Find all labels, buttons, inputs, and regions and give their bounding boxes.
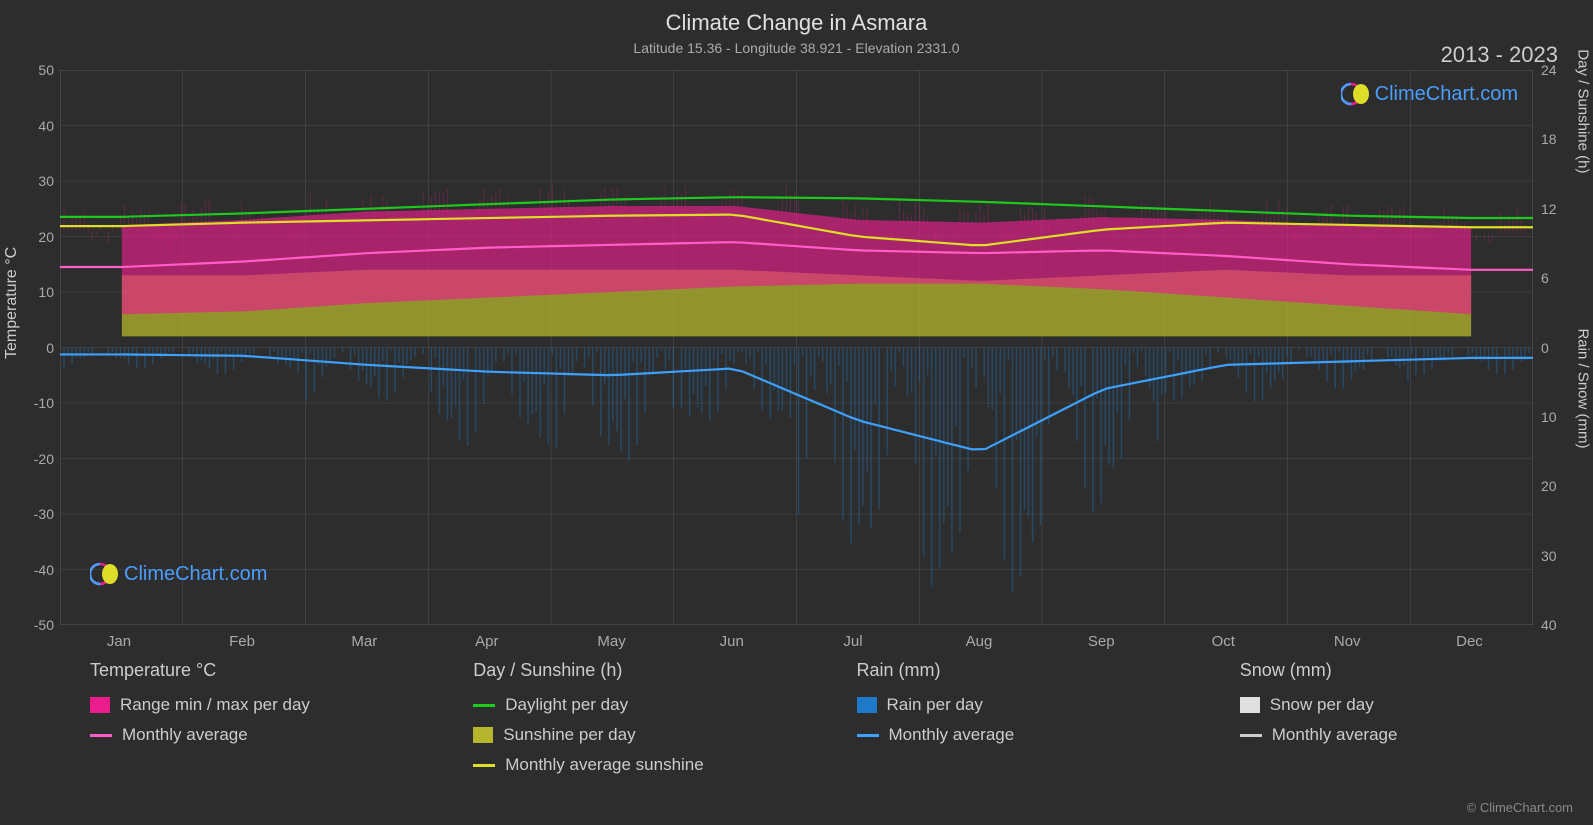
legend-swatch-line: [473, 764, 495, 767]
copyright: © ClimeChart.com: [1467, 800, 1573, 815]
chart-svg: [60, 70, 1533, 625]
legend-item: Snow per day: [1240, 695, 1563, 715]
y-right-bottom-tick: 40: [1541, 617, 1557, 633]
legend-swatch-box: [473, 727, 493, 743]
y-right-top-tick: 24: [1541, 62, 1557, 78]
legend-group-rain: Rain (mm) Rain per day Monthly average: [857, 660, 1180, 785]
legend-swatch-box: [857, 697, 877, 713]
watermark-bottom-left: ClimeChart.com: [90, 560, 267, 588]
x-month-tick: Jul: [843, 633, 862, 650]
legend-swatch-line: [1240, 734, 1262, 737]
watermark-text: ClimeChart.com: [124, 563, 267, 586]
legend-item: Monthly average: [1240, 725, 1563, 745]
y-left-tick: -20: [34, 451, 54, 467]
y-right-top-tick: 18: [1541, 131, 1557, 147]
legend-item: Range min / max per day: [90, 695, 413, 715]
y-left-tick: 30: [38, 173, 54, 189]
legend-header: Rain (mm): [857, 660, 1180, 681]
y-axis-right-top-label: Day / Sunshine (h): [1575, 49, 1592, 173]
x-month-tick: Nov: [1334, 633, 1361, 650]
legend-label: Range min / max per day: [120, 695, 310, 715]
legend-group-temperature: Temperature °C Range min / max per day Mo…: [90, 660, 413, 785]
climechart-logo-icon: [90, 560, 118, 588]
y-left-tick: -40: [34, 562, 54, 578]
legend-group-daylight: Day / Sunshine (h) Daylight per day Sunsh…: [473, 660, 796, 785]
legend-header: Snow (mm): [1240, 660, 1563, 681]
legend-label: Snow per day: [1270, 695, 1374, 715]
y-left-tick: 40: [38, 118, 54, 134]
legend-item: Monthly average: [90, 725, 413, 745]
y-left-tick: 0: [46, 340, 54, 356]
legend-swatch-line: [473, 704, 495, 707]
legend-label: Monthly average: [122, 725, 248, 745]
x-month-tick: Oct: [1212, 633, 1235, 650]
x-month-tick: Mar: [351, 633, 377, 650]
watermark-text: ClimeChart.com: [1375, 83, 1518, 106]
y-right-bottom-tick: 30: [1541, 548, 1557, 564]
y-right-top-tick: 0: [1541, 340, 1549, 356]
y-left-tick: -30: [34, 506, 54, 522]
climechart-logo-icon: [1341, 80, 1369, 108]
legend-item: Daylight per day: [473, 695, 796, 715]
legend-swatch-line: [857, 734, 879, 737]
x-month-tick: Jun: [720, 633, 744, 650]
legend-item: Monthly average sunshine: [473, 755, 796, 775]
chart-title: Climate Change in Asmara: [0, 10, 1593, 36]
legend-header: Temperature °C: [90, 660, 413, 681]
legend-swatch-box: [1240, 697, 1260, 713]
x-month-tick: Dec: [1456, 633, 1483, 650]
legend-label: Rain per day: [887, 695, 983, 715]
legend-label: Monthly average sunshine: [505, 755, 703, 775]
legend-label: Sunshine per day: [503, 725, 635, 745]
legend-item: Monthly average: [857, 725, 1180, 745]
chart-subtitle: Latitude 15.36 - Longitude 38.921 - Elev…: [0, 40, 1593, 56]
legend-item: Rain per day: [857, 695, 1180, 715]
legend-item: Sunshine per day: [473, 725, 796, 745]
legend-label: Monthly average: [1272, 725, 1398, 745]
x-month-tick: Apr: [475, 633, 498, 650]
y-left-tick: -10: [34, 395, 54, 411]
legend-swatch-line: [90, 734, 112, 737]
legend-swatch-box: [90, 697, 110, 713]
y-left-tick: 10: [38, 284, 54, 300]
legend-group-snow: Snow (mm) Snow per day Monthly average: [1240, 660, 1563, 785]
y-left-tick: -50: [34, 617, 54, 633]
x-month-tick: May: [597, 633, 625, 650]
x-month-tick: Feb: [229, 633, 255, 650]
y-axis-right-bottom-label: Rain / Snow (mm): [1575, 328, 1592, 448]
y-right-bottom-tick: 10: [1541, 409, 1557, 425]
x-month-tick: Sep: [1088, 633, 1115, 650]
y-left-tick: 20: [38, 229, 54, 245]
y-right-top-tick: 6: [1541, 270, 1549, 286]
y-axis-left-label: Temperature °C: [3, 247, 21, 359]
y-left-tick: 50: [38, 62, 54, 78]
legend-label: Daylight per day: [505, 695, 628, 715]
legend-area: Temperature °C Range min / max per day Mo…: [90, 660, 1563, 785]
legend-header: Day / Sunshine (h): [473, 660, 796, 681]
watermark-top-right: ClimeChart.com: [1341, 80, 1518, 108]
x-month-tick: Jan: [107, 633, 131, 650]
y-right-bottom-tick: 20: [1541, 478, 1557, 494]
y-right-top-tick: 12: [1541, 201, 1557, 217]
x-month-tick: Aug: [966, 633, 993, 650]
legend-label: Monthly average: [889, 725, 1015, 745]
